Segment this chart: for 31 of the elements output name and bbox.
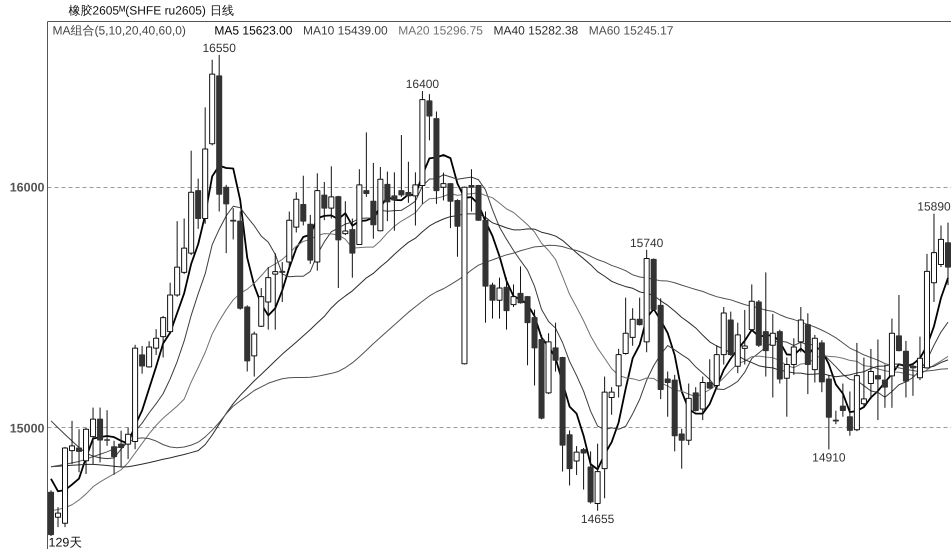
candlestick bbox=[868, 348, 874, 400]
candlestick bbox=[882, 364, 888, 408]
annotation: 15740 bbox=[630, 236, 664, 250]
annotation: 14655 bbox=[580, 512, 615, 526]
candlestick bbox=[770, 314, 776, 398]
candlestick bbox=[832, 410, 839, 425]
text: MA60 15245.17 bbox=[588, 24, 674, 38]
legend-title: MA组合(5,10,20,40,60,0) bbox=[52, 24, 186, 38]
candlestick bbox=[510, 284, 517, 308]
candlestick bbox=[272, 252, 278, 330]
annotation: 14910 bbox=[812, 450, 846, 464]
candlestick bbox=[328, 166, 334, 220]
candlestick bbox=[496, 277, 503, 320]
candlestick bbox=[840, 383, 846, 418]
annotation: 16550 bbox=[202, 40, 236, 55]
chart-subtitle: 日线 bbox=[210, 4, 234, 18]
annotation: 129天 bbox=[48, 536, 82, 549]
candlestick bbox=[342, 200, 348, 236]
candlestick bbox=[251, 331, 258, 378]
candlestick bbox=[574, 446, 580, 476]
candlestick bbox=[440, 172, 446, 201]
annotation: 16400 bbox=[406, 77, 440, 92]
y-tick-label: 16000 bbox=[10, 180, 45, 195]
text: MA20 15296.75 bbox=[398, 24, 484, 38]
text: MA10 15439.00 bbox=[302, 24, 388, 38]
text: MA5 15623.00 bbox=[214, 24, 293, 38]
y-tick-label: 15000 bbox=[10, 421, 45, 436]
chart-title: 橡胶2605ᴹ(SHFE ru2605) bbox=[68, 4, 206, 18]
text: MA40 15282.38 bbox=[493, 24, 579, 38]
candlestick bbox=[798, 306, 804, 353]
annotation: 15890 bbox=[917, 200, 951, 214]
